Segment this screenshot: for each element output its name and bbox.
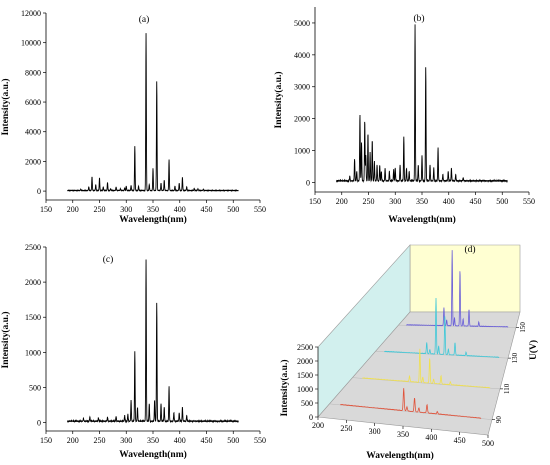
y-tick-label: 2500: [25, 243, 41, 252]
y-tick-label: 2000: [294, 115, 310, 124]
x-tick-label: 450: [201, 205, 213, 214]
chart-d: (d) Wavelength(nm) Intensity(a.u.) U(V) …: [279, 244, 539, 461]
x-tick-label: 350: [416, 197, 428, 206]
y-tick-label: 3000: [294, 83, 310, 92]
x-tick-label: 200: [336, 197, 348, 206]
y-axis-title-c: Intensity(a.u.): [0, 311, 11, 368]
y-tick-label: 5000: [294, 19, 310, 28]
x-tick-label: 350: [397, 430, 409, 439]
x-axis-title-a: Wavelength(nm): [119, 214, 187, 225]
y-tick-label: 1500: [25, 313, 41, 322]
y-tick-label: 2000: [25, 157, 41, 166]
x-tick-label: 200: [312, 421, 324, 430]
x-tick-label: 300: [389, 197, 401, 206]
back-wall: [409, 244, 521, 313]
z-axis-title-d: U(V): [528, 340, 539, 360]
traces-d: [340, 250, 509, 419]
x-tick-label: 200: [67, 205, 79, 214]
x-tick-label: 450: [454, 436, 466, 445]
x-tick-label: 550: [523, 197, 535, 206]
x-tick-label: 150: [40, 205, 52, 214]
x-tick-label: 200: [67, 436, 79, 445]
x-tick-label: 500: [227, 436, 239, 445]
y-tick-label: 0: [37, 419, 41, 428]
x-tick-label: 500: [227, 205, 239, 214]
y-tick-label: 500: [301, 399, 313, 408]
y-axis-title-d: Intensity(a.u.): [279, 359, 290, 416]
x-tick-label: 350: [147, 205, 159, 214]
x-tick-label: 250: [340, 424, 352, 433]
y-tick-label: 500: [29, 383, 41, 392]
x-tick-label: 400: [443, 197, 455, 206]
y-axis-title-b: Intensity(a.u.): [273, 71, 284, 128]
ticks-a: 150 200 250 300 350 400 450 500 550 0 2000 4000 6000…: [21, 9, 266, 214]
z-tick-label: 130: [511, 352, 519, 363]
x-tick-label: 350: [147, 436, 159, 445]
spectrum-line-a: [67, 33, 239, 193]
x-axis-title-c: Wavelength(nm): [119, 449, 187, 460]
panel-label-d: (d): [464, 244, 475, 255]
x-tick-label: 500: [496, 197, 508, 206]
y-tick-label: 1500: [297, 371, 313, 380]
x-tick-label: 550: [254, 436, 266, 445]
x-tick-label: 500: [482, 439, 494, 448]
y-tick-label: 1000: [294, 147, 310, 156]
x-axis-title-b: Wavelength(nm): [388, 214, 456, 225]
x-tick-label: 400: [174, 436, 186, 445]
y-tick-label: 8000: [25, 68, 41, 77]
z-tick-label: 90: [495, 416, 503, 424]
spectrum-line-90: [340, 388, 482, 419]
spectrum-line-130: [384, 297, 500, 358]
x-tick-label: 550: [254, 205, 266, 214]
panel-label-c: (c): [103, 254, 114, 265]
x-tick-label: 300: [120, 205, 132, 214]
spectrum-line-150: [406, 250, 509, 328]
x-tick-label: 150: [40, 436, 52, 445]
x-tick-label: 450: [201, 436, 213, 445]
panel-label-b: (b): [413, 13, 424, 24]
y-tick-label: 0: [306, 178, 310, 187]
panel-label-a: (a): [139, 14, 150, 25]
x-tick-label: 250: [94, 436, 106, 445]
chart-b: (b) Wavelength(nm) Intensity(a.u.) 150 20…: [273, 7, 535, 225]
y-tick-label: 2000: [25, 278, 41, 287]
x-tick-label: 300: [369, 427, 381, 436]
y-tick-label: 4000: [294, 51, 310, 60]
y-tick-label: 2500: [297, 343, 313, 352]
y-tick-label: 2000: [297, 357, 313, 366]
z-tick-label: 150: [519, 322, 527, 333]
ticks-c: 150 200 250 300 350 400 450 500 550 0 500 1000 1500 2…: [25, 243, 266, 445]
z-tick-label: 110: [503, 383, 511, 394]
x-tick-label: 450: [470, 197, 482, 206]
x-tick-label: 400: [174, 205, 186, 214]
y-axis-title-a: Intensity(a.u.): [0, 78, 11, 135]
y-tick-label: 0: [37, 187, 41, 196]
y-tick-label: 6000: [25, 98, 41, 107]
x-tick-label: 250: [363, 197, 375, 206]
spectrum-line-b: [335, 24, 508, 184]
x-tick-label: 150: [309, 197, 321, 206]
y-tick-label: 1000: [297, 385, 313, 394]
chart-a: (a) Wavelength(nm) Intensity(a.u.) 150 20…: [0, 9, 266, 225]
x-axis-title-d: Wavelength(nm): [366, 450, 434, 461]
y-tick-label: 4000: [25, 128, 41, 137]
ticks-b: 150 200 250 300 350 400 450 500 550 0 1000 2000 3000…: [294, 7, 535, 206]
spectrum-line-c: [66, 259, 239, 424]
x-tick-label: 250: [94, 205, 106, 214]
ticks-d: 200 250 300 350 400 450 500 0 500 1000 1500 2000 250…: [297, 322, 527, 448]
x-tick-label: 300: [120, 436, 132, 445]
y-tick-label: 10000: [21, 39, 41, 48]
chart-c: (c) Wavelength(nm) Intensity(a.u.) 150 20…: [0, 243, 266, 460]
y-tick-label: 1000: [25, 348, 41, 357]
y-tick-label: 12000: [21, 9, 41, 18]
y-tick-label: 0: [309, 413, 313, 422]
x-tick-label: 400: [425, 433, 437, 442]
spectrum-line-110: [362, 348, 491, 389]
